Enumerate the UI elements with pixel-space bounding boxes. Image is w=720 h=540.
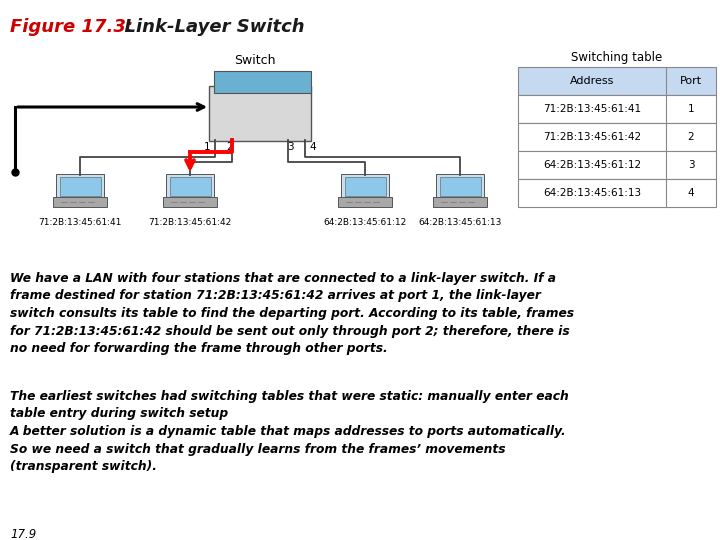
Text: 4: 4	[688, 188, 694, 198]
Text: Switch: Switch	[234, 54, 276, 67]
FancyBboxPatch shape	[344, 177, 385, 195]
FancyBboxPatch shape	[163, 197, 217, 207]
FancyBboxPatch shape	[60, 177, 101, 195]
Text: 71:2B:13:45:61:41: 71:2B:13:45:61:41	[38, 218, 122, 227]
Text: Link-Layer Switch: Link-Layer Switch	[112, 18, 305, 36]
Text: Figure 17.3:: Figure 17.3:	[10, 18, 133, 36]
FancyBboxPatch shape	[341, 174, 389, 198]
Text: 4: 4	[310, 142, 316, 152]
Text: 71:2B:13:45:61:41: 71:2B:13:45:61:41	[543, 104, 641, 114]
Text: 64:2B:13:45:61:13: 64:2B:13:45:61:13	[418, 218, 502, 227]
Text: 64:2B:13:45:61:12: 64:2B:13:45:61:12	[323, 218, 407, 227]
Text: 2: 2	[688, 132, 694, 142]
Text: Port: Port	[680, 76, 702, 86]
Text: 71:2B:13:45:61:42: 71:2B:13:45:61:42	[543, 132, 641, 142]
FancyBboxPatch shape	[433, 197, 487, 207]
Text: 3: 3	[688, 160, 694, 170]
Text: 17.9: 17.9	[10, 528, 36, 540]
FancyBboxPatch shape	[338, 197, 392, 207]
FancyBboxPatch shape	[439, 177, 480, 195]
Text: 1: 1	[688, 104, 694, 114]
Text: 1: 1	[204, 142, 210, 152]
Text: We have a LAN with four stations that are connected to a link-layer switch. If a: We have a LAN with four stations that ar…	[10, 272, 574, 355]
Bar	[518, 67, 716, 95]
Text: 64:2B:13:45:61:13: 64:2B:13:45:61:13	[543, 188, 641, 198]
Text: 71:2B:13:45:61:42: 71:2B:13:45:61:42	[148, 218, 232, 227]
Bar	[518, 95, 716, 123]
Text: The earliest switches had switching tables that were static: manually enter each: The earliest switches had switching tabl…	[10, 390, 569, 473]
Bar	[518, 179, 716, 207]
FancyBboxPatch shape	[53, 197, 107, 207]
FancyBboxPatch shape	[56, 174, 104, 198]
Text: 64:2B:13:45:61:12: 64:2B:13:45:61:12	[543, 160, 641, 170]
FancyBboxPatch shape	[209, 86, 311, 141]
Text: 2: 2	[227, 142, 233, 152]
FancyBboxPatch shape	[169, 177, 210, 195]
FancyBboxPatch shape	[214, 71, 311, 93]
Bar	[518, 123, 716, 151]
Bar	[518, 151, 716, 179]
Text: 3: 3	[287, 142, 293, 152]
Text: Address: Address	[570, 76, 614, 86]
Text: Switching table: Switching table	[572, 51, 662, 64]
FancyBboxPatch shape	[436, 174, 484, 198]
FancyBboxPatch shape	[166, 174, 214, 198]
